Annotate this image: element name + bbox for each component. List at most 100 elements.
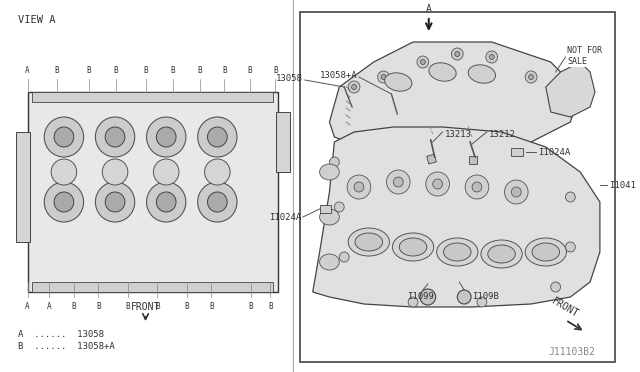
Ellipse shape — [436, 238, 478, 266]
Bar — [427, 154, 436, 164]
Circle shape — [351, 84, 356, 90]
Circle shape — [44, 117, 84, 157]
Text: B: B — [209, 302, 214, 311]
Circle shape — [529, 74, 534, 80]
Text: NOT FOR
SALE: NOT FOR SALE — [568, 46, 602, 66]
Text: A: A — [47, 302, 51, 311]
Text: B: B — [273, 66, 278, 75]
Text: 13213: 13213 — [445, 129, 472, 138]
Ellipse shape — [468, 65, 495, 83]
Ellipse shape — [429, 63, 456, 81]
Text: I1041: I1041 — [609, 180, 636, 189]
Circle shape — [551, 282, 561, 292]
Bar — [28, 92, 278, 292]
Circle shape — [205, 159, 230, 185]
Circle shape — [198, 182, 237, 222]
Circle shape — [394, 177, 403, 187]
Ellipse shape — [319, 254, 339, 270]
Text: B: B — [171, 66, 175, 75]
Text: B: B — [143, 66, 148, 75]
Circle shape — [105, 192, 125, 212]
Text: B: B — [86, 66, 91, 75]
Circle shape — [156, 127, 176, 147]
Circle shape — [95, 182, 135, 222]
Text: A: A — [426, 4, 432, 14]
Text: B: B — [248, 302, 253, 311]
Circle shape — [51, 159, 77, 185]
Text: B: B — [155, 302, 159, 311]
Text: B: B — [197, 66, 202, 75]
Ellipse shape — [385, 73, 412, 91]
Text: B: B — [114, 66, 118, 75]
Circle shape — [472, 182, 482, 192]
Circle shape — [566, 242, 575, 252]
Circle shape — [348, 81, 360, 93]
Text: B: B — [125, 302, 130, 311]
Circle shape — [105, 127, 125, 147]
Circle shape — [387, 170, 410, 194]
Text: I1024A: I1024A — [269, 212, 301, 221]
Bar — [300, 12, 614, 362]
Circle shape — [339, 252, 349, 262]
Circle shape — [504, 180, 528, 204]
Text: B: B — [184, 302, 189, 311]
Text: A: A — [25, 66, 30, 75]
Polygon shape — [313, 127, 600, 307]
Polygon shape — [546, 62, 595, 117]
Circle shape — [555, 96, 566, 108]
Ellipse shape — [319, 164, 339, 180]
Text: B: B — [248, 66, 252, 75]
Circle shape — [198, 117, 237, 157]
Circle shape — [511, 187, 521, 197]
Circle shape — [477, 297, 487, 307]
Circle shape — [566, 192, 575, 202]
Circle shape — [420, 60, 426, 64]
Bar — [469, 156, 477, 164]
Bar — [511, 148, 523, 156]
Bar — [33, 282, 273, 292]
Ellipse shape — [532, 243, 559, 261]
Circle shape — [147, 182, 186, 222]
Circle shape — [54, 192, 74, 212]
Circle shape — [354, 182, 364, 192]
Circle shape — [207, 127, 227, 147]
Circle shape — [95, 117, 135, 157]
Ellipse shape — [444, 243, 471, 261]
Ellipse shape — [399, 238, 427, 256]
Circle shape — [426, 172, 449, 196]
Circle shape — [465, 175, 489, 199]
Circle shape — [378, 71, 390, 83]
Ellipse shape — [319, 209, 339, 225]
Circle shape — [408, 297, 418, 307]
Circle shape — [451, 48, 463, 60]
Circle shape — [44, 182, 84, 222]
Ellipse shape — [355, 233, 383, 251]
Circle shape — [54, 127, 74, 147]
Circle shape — [455, 51, 460, 57]
Text: B: B — [222, 66, 227, 75]
Bar — [276, 112, 290, 172]
Circle shape — [156, 192, 176, 212]
Text: 13058+A: 13058+A — [319, 71, 357, 80]
Circle shape — [381, 74, 386, 80]
Text: VIEW A: VIEW A — [18, 15, 55, 25]
Circle shape — [147, 117, 186, 157]
Ellipse shape — [525, 238, 566, 266]
Circle shape — [154, 159, 179, 185]
Text: A  ......  13058: A ...... 13058 — [18, 330, 104, 339]
Text: B: B — [72, 302, 76, 311]
Circle shape — [347, 175, 371, 199]
Circle shape — [207, 192, 227, 212]
Ellipse shape — [348, 228, 390, 256]
Bar — [33, 92, 273, 102]
Text: I109B: I109B — [472, 292, 499, 301]
Circle shape — [525, 71, 537, 83]
Circle shape — [334, 202, 344, 212]
Circle shape — [417, 56, 429, 68]
Circle shape — [330, 157, 339, 167]
Ellipse shape — [488, 245, 515, 263]
Circle shape — [420, 289, 436, 305]
Text: 13212: 13212 — [489, 129, 516, 138]
Text: A: A — [25, 302, 30, 311]
Circle shape — [486, 51, 498, 63]
